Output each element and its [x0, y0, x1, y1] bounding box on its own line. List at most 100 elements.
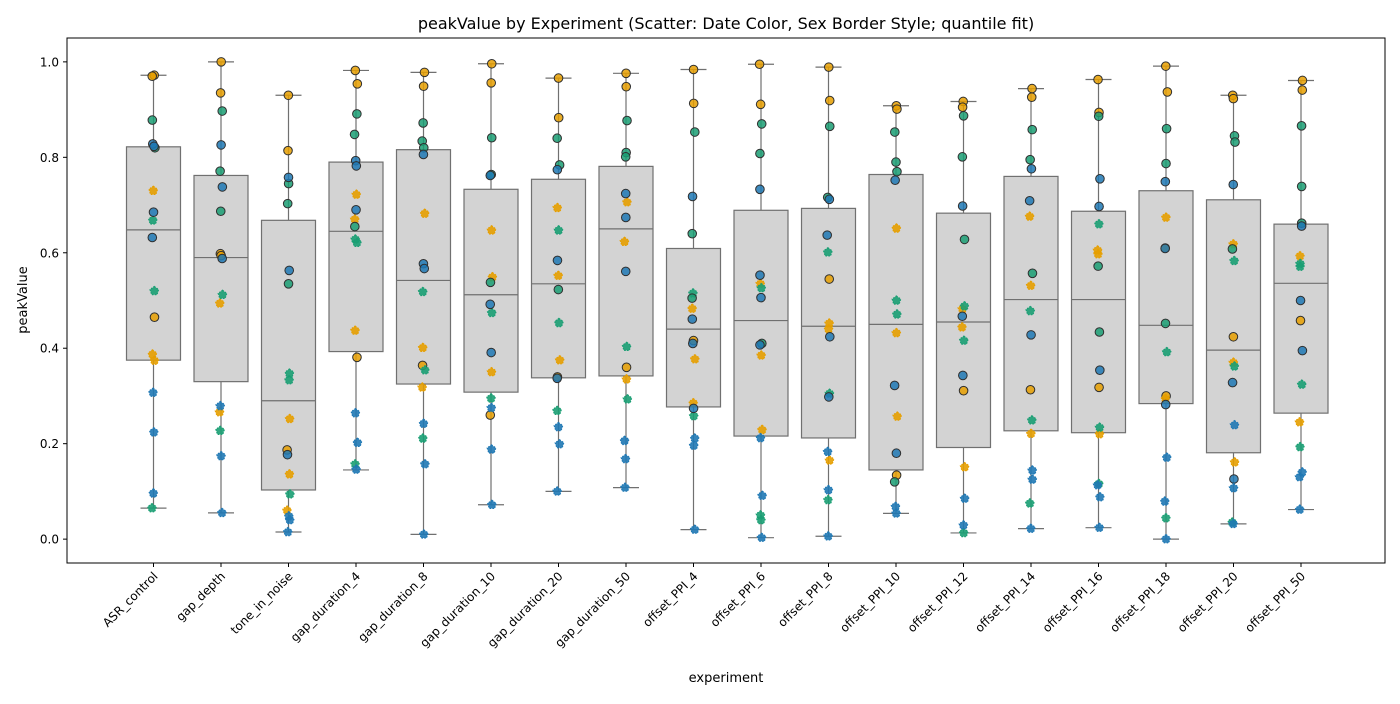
- data-point: [622, 115, 632, 126]
- data-point: [1294, 250, 1306, 261]
- data-point: [622, 196, 633, 207]
- data-point: [552, 486, 563, 496]
- data-point: [1027, 83, 1037, 94]
- data-point: [486, 444, 497, 454]
- data-point: [620, 152, 631, 162]
- data-point: [1159, 496, 1170, 506]
- box-iqr: [193, 174, 249, 383]
- data-point: [283, 172, 294, 183]
- data-point: [619, 236, 630, 246]
- data-point: [282, 449, 293, 460]
- data-point: [352, 437, 363, 447]
- data-point: [553, 270, 564, 280]
- data-point: [351, 464, 362, 474]
- data-point: [553, 284, 564, 295]
- data-point: [418, 418, 429, 428]
- box-group: [868, 100, 924, 518]
- data-point: [1160, 243, 1170, 254]
- data-point: [1026, 415, 1037, 425]
- data-point: [486, 393, 497, 403]
- data-point: [418, 118, 428, 128]
- box-iqr: [125, 146, 182, 361]
- data-point: [891, 508, 902, 518]
- data-point: [1094, 491, 1105, 502]
- data-point: [351, 237, 363, 247]
- data-point: [284, 374, 295, 385]
- data-point: [216, 507, 228, 518]
- data-point: [486, 499, 497, 509]
- data-point: [1027, 474, 1038, 484]
- data-point: [958, 370, 968, 381]
- box-group: [463, 58, 519, 509]
- data-point: [1024, 498, 1035, 508]
- data-point: [419, 458, 431, 469]
- data-point: [757, 490, 768, 500]
- data-point: [486, 347, 496, 358]
- box-group: [733, 59, 789, 542]
- data-point: [215, 206, 226, 217]
- data-point: [891, 223, 902, 233]
- data-point: [417, 382, 428, 392]
- data-point: [485, 170, 496, 181]
- data-point: [1093, 261, 1103, 271]
- data-point: [755, 270, 765, 281]
- data-point: [890, 175, 900, 186]
- data-point: [1160, 318, 1171, 329]
- data-point: [147, 115, 158, 125]
- box-iqr: [665, 247, 722, 408]
- data-point: [755, 340, 765, 350]
- data-point: [1026, 330, 1036, 340]
- data-point: [824, 121, 835, 132]
- data-point: [1228, 179, 1239, 190]
- box-group: [328, 65, 384, 474]
- y-tick-label: 0.4: [40, 342, 59, 356]
- data-point: [1228, 93, 1239, 104]
- data-point: [891, 157, 901, 167]
- data-point: [1160, 533, 1172, 544]
- data-point: [1228, 482, 1239, 493]
- data-point: [756, 119, 767, 129]
- box-group: [800, 62, 857, 541]
- data-point: [1024, 195, 1035, 206]
- data-point: [148, 185, 159, 195]
- data-point: [1294, 416, 1305, 427]
- box-iqr: [868, 173, 924, 471]
- data-point: [149, 355, 160, 365]
- data-point: [349, 129, 360, 140]
- data-point: [1161, 158, 1171, 169]
- data-point: [148, 207, 159, 218]
- data-point: [1026, 92, 1037, 102]
- data-point: [217, 106, 228, 116]
- y-tick-label: 0.2: [40, 437, 59, 451]
- data-point: [1161, 452, 1172, 462]
- data-point: [553, 112, 564, 123]
- box-group: [1070, 74, 1127, 532]
- data-point: [1095, 173, 1105, 184]
- data-point: [687, 191, 698, 202]
- data-point: [688, 98, 699, 109]
- data-point: [1297, 75, 1308, 86]
- data-point: [552, 133, 562, 144]
- data-point: [620, 266, 631, 277]
- box-iqr: [935, 212, 992, 449]
- data-point: [756, 282, 767, 293]
- data-point: [147, 215, 158, 225]
- data-point: [418, 81, 429, 92]
- data-point: [957, 152, 968, 162]
- data-point: [417, 342, 428, 352]
- data-point: [552, 164, 563, 175]
- data-point: [755, 514, 767, 525]
- data-point: [419, 67, 430, 78]
- data-point: [552, 405, 563, 415]
- data-point: [350, 221, 360, 232]
- data-point: [284, 413, 295, 424]
- y-tick-label: 0.0: [40, 533, 59, 547]
- data-point: [215, 425, 226, 435]
- data-point: [1294, 504, 1305, 514]
- data-point: [755, 99, 766, 110]
- data-point: [284, 265, 295, 276]
- data-point: [957, 201, 968, 211]
- data-point: [1229, 457, 1240, 467]
- box-group: [1273, 75, 1329, 514]
